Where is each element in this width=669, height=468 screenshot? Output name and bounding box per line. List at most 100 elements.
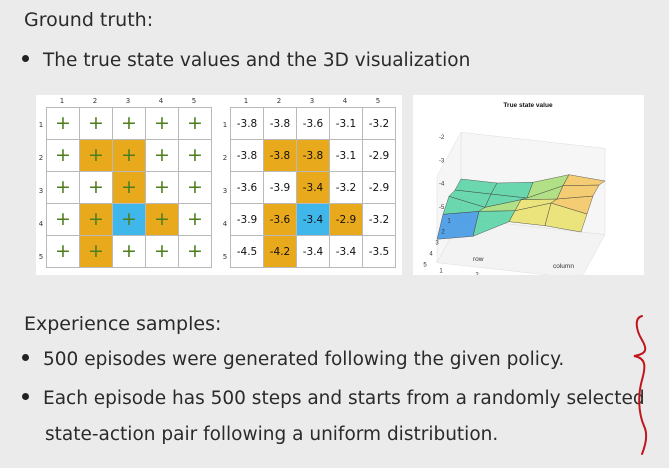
policy-cell: + bbox=[46, 107, 80, 140]
row-tick-label: 4 bbox=[429, 252, 433, 258]
policy-cell: + bbox=[79, 107, 113, 140]
action-plus-icon: + bbox=[187, 144, 203, 166]
grid-row: -4.5 -4.2 -3.4 -3.4 -3.5 bbox=[230, 235, 396, 268]
action-plus-icon: + bbox=[121, 144, 137, 166]
column-header: 5 bbox=[375, 97, 381, 105]
policy-cell: + bbox=[46, 171, 80, 204]
surface-patch bbox=[562, 174, 606, 186]
policy-cell: + bbox=[178, 203, 212, 236]
action-plus-icon: + bbox=[187, 176, 203, 198]
experience-heading: Experience samples: bbox=[24, 313, 222, 335]
state-value-cell: -3.5 bbox=[362, 235, 396, 268]
bullet-true-state-values: The true state values and the 3D visuali… bbox=[22, 44, 470, 78]
state-value-cell: -2.9 bbox=[362, 171, 396, 204]
policy-cell: + bbox=[46, 139, 80, 172]
surface-mesh bbox=[436, 174, 606, 240]
row-header: 5 bbox=[222, 253, 228, 261]
grid-row: + + + + + bbox=[46, 171, 212, 204]
row-tick-label: 5 bbox=[423, 263, 427, 269]
state-value-cell: -3.1 bbox=[329, 107, 363, 140]
column-header: 1 bbox=[243, 97, 249, 105]
column-header: 2 bbox=[92, 97, 98, 105]
action-plus-icon: + bbox=[55, 240, 71, 262]
column-header: 4 bbox=[158, 97, 164, 105]
state-value-cell: -4.5 bbox=[230, 235, 264, 268]
policy-cell: + bbox=[145, 203, 179, 236]
z-tick-label: -3 bbox=[439, 158, 445, 164]
grid-row: -3.9 -3.6 -3.4 -2.9 -3.2 bbox=[230, 203, 396, 236]
state-value-cell: -3.4 bbox=[296, 203, 330, 236]
bullet-steps: Each episode has 500 steps and starts fr… bbox=[22, 382, 645, 416]
state-value-cell: -3.8 bbox=[230, 107, 264, 140]
state-value-cell: -2.9 bbox=[329, 203, 363, 236]
policy-cell: + bbox=[79, 171, 113, 204]
column-header: 3 bbox=[309, 97, 315, 105]
state-value-cell: -3.2 bbox=[362, 107, 396, 140]
state-value-cell: -3.6 bbox=[263, 203, 297, 236]
bullet-text: The true state values and the 3D visuali… bbox=[43, 50, 471, 71]
state-value-cell: -3.9 bbox=[230, 203, 264, 236]
state-value-cell: -2.9 bbox=[362, 139, 396, 172]
state-value-cell: -3.8 bbox=[296, 139, 330, 172]
policy-cell: + bbox=[178, 171, 212, 204]
action-plus-icon: + bbox=[88, 176, 104, 198]
row-tick-label: 3 bbox=[435, 241, 439, 247]
bullet-steps-continuation: state-action pair following a uniform di… bbox=[45, 424, 499, 445]
policy-cell: + bbox=[145, 107, 179, 140]
surface-plot-ticks: -2-3-4-51234512345 bbox=[423, 135, 479, 275]
bullet-dot bbox=[22, 54, 29, 62]
action-plus-icon: + bbox=[154, 240, 170, 262]
bullet-episodes: 500 episodes were generated following th… bbox=[22, 343, 564, 377]
action-plus-icon: + bbox=[88, 144, 104, 166]
policy-cell: + bbox=[178, 107, 212, 140]
column-axis-label: column bbox=[553, 263, 574, 270]
policy-grid: + + + + + + + + + + + + + + + + + + + + + + + + + bbox=[46, 107, 212, 268]
grid-row: -3.8 -3.8 -3.8 -3.1 -2.9 bbox=[230, 139, 396, 172]
column-header: 4 bbox=[342, 97, 348, 105]
action-plus-icon: + bbox=[154, 144, 170, 166]
state-value-cell: -3.8 bbox=[230, 139, 264, 172]
row-header: 1 bbox=[38, 121, 44, 129]
action-plus-icon: + bbox=[55, 208, 71, 230]
row-axis-label: row bbox=[473, 256, 484, 263]
action-plus-icon: + bbox=[187, 208, 203, 230]
grid-row: + + + + + bbox=[46, 203, 212, 236]
bullet-text: 500 episodes were generated following th… bbox=[43, 349, 565, 370]
policy-cell: + bbox=[112, 203, 146, 236]
policy-cell: + bbox=[112, 107, 146, 140]
policy-grid-figure: 1 2 3 4 5 1 2 3 4 5 + + + + + + + + + + + + + + + + + + + + + + + + + bbox=[36, 95, 220, 275]
grid-row: + + + + + bbox=[46, 235, 212, 268]
action-plus-icon: + bbox=[121, 176, 137, 198]
policy-cell: + bbox=[178, 235, 212, 268]
column-header: 2 bbox=[276, 97, 282, 105]
column-header: 3 bbox=[125, 97, 131, 105]
policy-cell: + bbox=[145, 171, 179, 204]
state-value-cell: -3.9 bbox=[263, 171, 297, 204]
surface-plot-title: True state value bbox=[503, 102, 553, 109]
z-tick-label: -4 bbox=[439, 182, 445, 188]
row-header: 2 bbox=[222, 154, 228, 162]
row-tick-label: 1 bbox=[447, 219, 451, 225]
row-tick-label: 2 bbox=[441, 230, 445, 236]
state-value-cell: -3.2 bbox=[329, 171, 363, 204]
policy-cell: + bbox=[79, 139, 113, 172]
action-plus-icon: + bbox=[55, 144, 71, 166]
policy-cell: + bbox=[178, 139, 212, 172]
action-plus-icon: + bbox=[88, 112, 104, 134]
column-header: 1 bbox=[59, 97, 65, 105]
row-header: 3 bbox=[38, 187, 44, 195]
state-value-cell: -3.4 bbox=[329, 235, 363, 268]
policy-cell: + bbox=[79, 203, 113, 236]
state-value-cell: -3.4 bbox=[296, 235, 330, 268]
action-plus-icon: + bbox=[55, 112, 71, 134]
policy-cell: + bbox=[112, 139, 146, 172]
z-tick-label: -2 bbox=[439, 135, 445, 141]
policy-cell: + bbox=[145, 139, 179, 172]
policy-cell: + bbox=[112, 171, 146, 204]
policy-cell: + bbox=[112, 235, 146, 268]
grid-row: -3.8 -3.8 -3.6 -3.1 -3.2 bbox=[230, 107, 396, 140]
action-plus-icon: + bbox=[88, 208, 104, 230]
ground-truth-heading: Ground truth: bbox=[24, 9, 154, 31]
row-header: 2 bbox=[38, 154, 44, 162]
